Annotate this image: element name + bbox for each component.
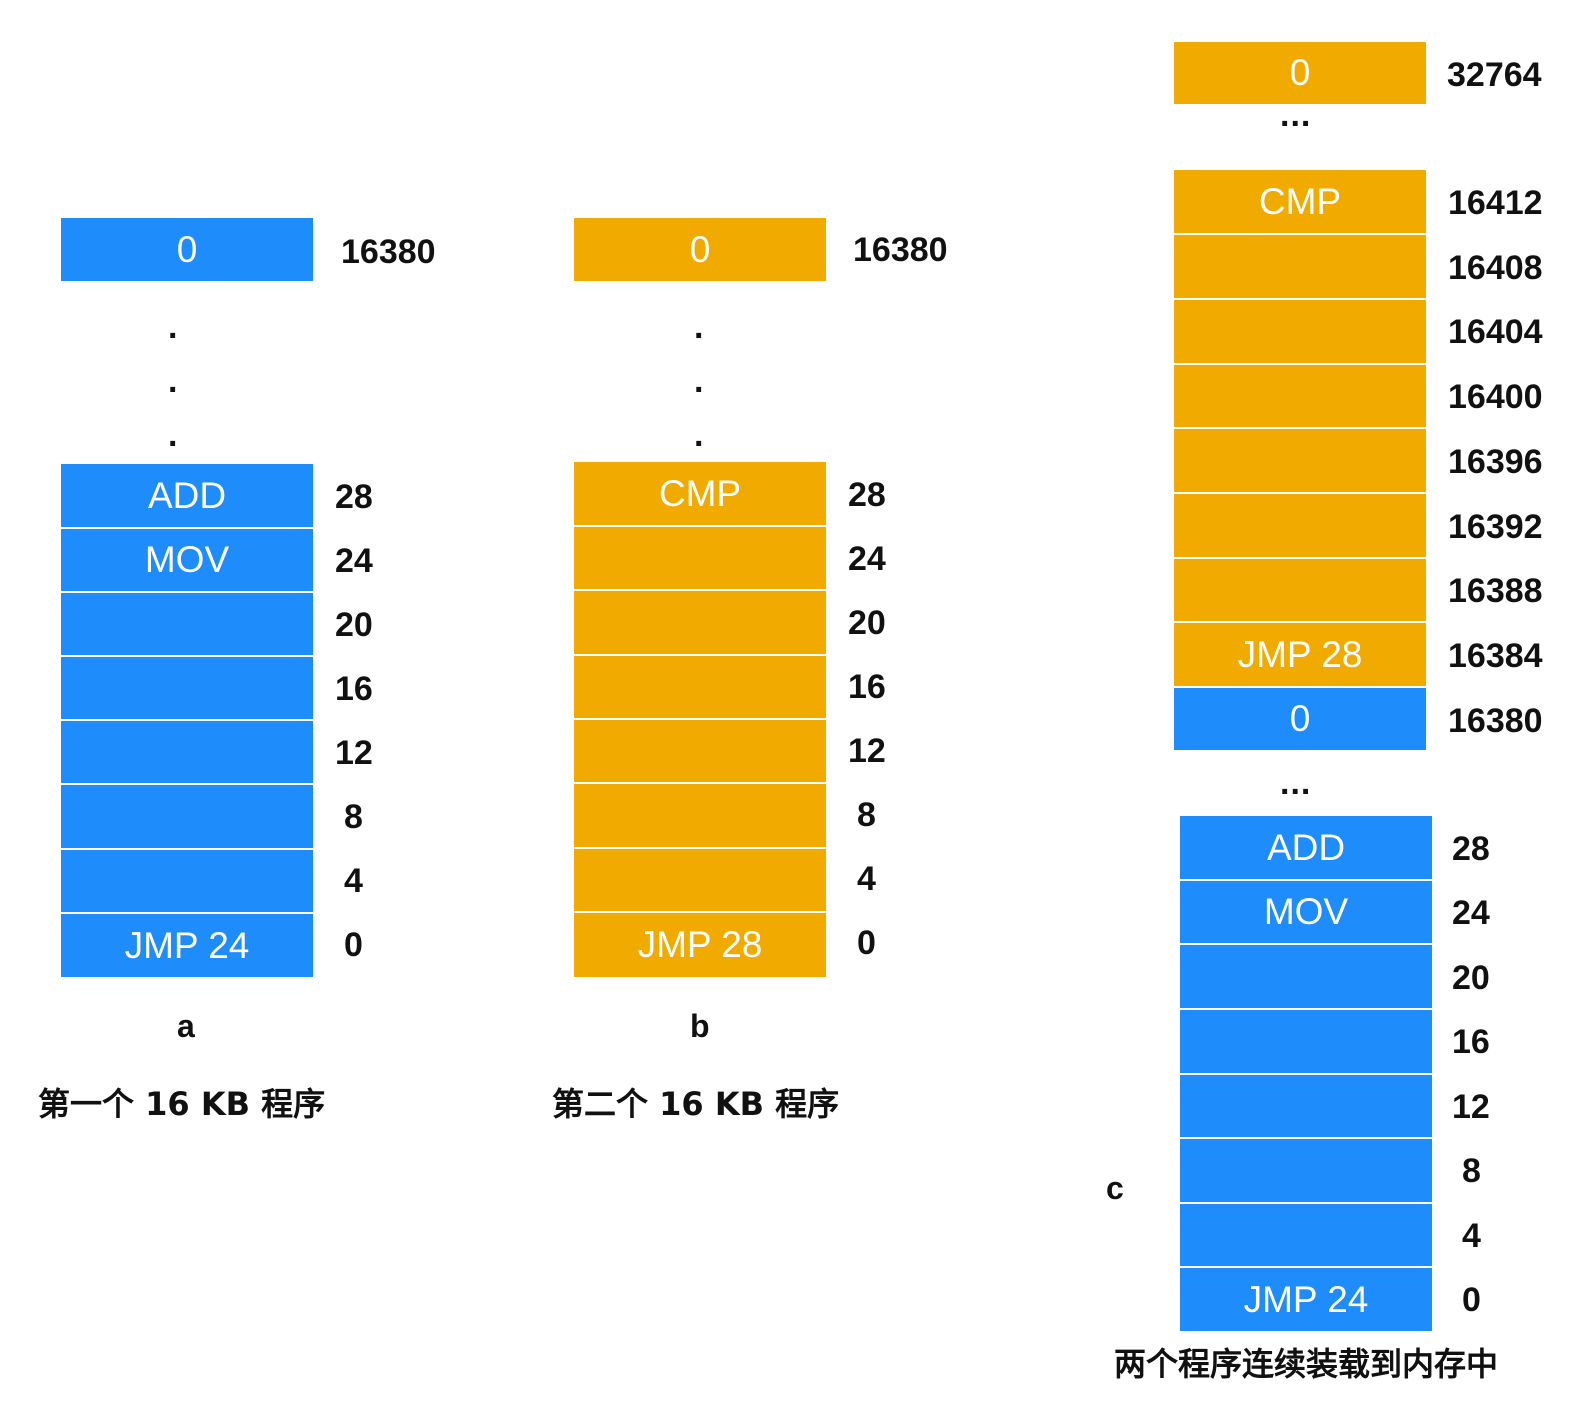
panel-b-address: 24: [848, 540, 886, 578]
panel-c-lower-address: 24: [1452, 894, 1490, 932]
panel-a-top-address: 16380: [341, 233, 436, 271]
panel-c-lower-cell: [1180, 1075, 1432, 1137]
panel-a-caption: 第一个 16 KB 程序: [38, 1085, 326, 1123]
panel-c-upper-address: 16396: [1448, 443, 1543, 481]
panel-b-address: 0: [857, 924, 876, 962]
panel-a-address: 12: [335, 734, 373, 772]
panel-c-upper-cell: [1174, 429, 1426, 492]
panel-a-address: 20: [335, 606, 373, 644]
panel-c-lower-cell: [1180, 945, 1432, 1008]
panel-b-address: 16: [848, 668, 886, 706]
panel-b-cell: [574, 591, 826, 654]
panel-b-address: 12: [848, 732, 886, 770]
panel-c-upper-cell: CMP: [1174, 170, 1426, 233]
panel-b-cell: [574, 849, 826, 911]
panel-c-lower-address: 4: [1462, 1217, 1481, 1255]
panel-b-address: 20: [848, 604, 886, 642]
panel-c-lower-cell: JMP 24: [1180, 1268, 1432, 1331]
panel-a-cell: MOV: [61, 529, 313, 591]
panel-a-address: 16: [335, 670, 373, 708]
panel-c-lower-cell: [1180, 1139, 1432, 1202]
panel-a-gap-dot: .: [168, 416, 178, 454]
panel-c-sublabel: c: [1106, 1170, 1124, 1206]
panel-c-lower-address: 8: [1462, 1152, 1481, 1190]
panel-b-sublabel: b: [690, 1008, 710, 1044]
panel-c-lower-cell: ADD: [1180, 816, 1432, 879]
panel-a-cell: [61, 721, 313, 783]
panel-c-top-ellipsis: ...: [1280, 96, 1312, 134]
panel-b-cell: [574, 784, 826, 847]
panel-c-mid-ellipsis: ...: [1280, 764, 1312, 802]
panel-c-upper-cell: [1174, 300, 1426, 363]
panel-a-address: 28: [335, 478, 373, 516]
panel-c-upper-cell: [1174, 559, 1426, 621]
panel-b-gap-dot: .: [694, 416, 704, 454]
panel-b-gap-dot: .: [694, 362, 704, 400]
panel-c-upper-address: 16404: [1448, 313, 1543, 351]
panel-c-upper-address: 16400: [1448, 378, 1543, 416]
panel-a-cell: [61, 785, 313, 848]
panel-a-address: 0: [344, 926, 363, 964]
panel-c-lower-cell: [1180, 1204, 1432, 1266]
panel-c-boundary-address: 16380: [1448, 702, 1543, 740]
panel-a-gap-dot: .: [168, 308, 178, 346]
panel-a-address: 8: [344, 798, 363, 836]
panel-b-address: 8: [857, 796, 876, 834]
panel-b-gap-dot: .: [694, 308, 704, 346]
panel-c-lower-address: 0: [1462, 1281, 1481, 1319]
panel-b-cell: [574, 656, 826, 718]
panel-c-upper-cell: [1174, 235, 1426, 298]
panel-a-top-cell: 0: [61, 218, 313, 281]
panel-c-upper-address: 16384: [1448, 637, 1543, 675]
panel-a-gap-dot: .: [168, 362, 178, 400]
panel-a-cell: [61, 850, 313, 912]
panel-c-lower-address: 20: [1452, 959, 1490, 997]
panel-b-address: 4: [857, 860, 876, 898]
panel-b-top-address: 16380: [853, 231, 948, 269]
panel-b-cell: JMP 28: [574, 913, 826, 977]
panel-c-upper-address: 16412: [1448, 184, 1543, 222]
panel-c-top-address: 32764: [1447, 56, 1542, 94]
panel-c-top-cell: 0: [1174, 42, 1426, 104]
panel-c-upper-cell: [1174, 494, 1426, 557]
panel-b-cell: [574, 527, 826, 589]
panel-a-cell: ADD: [61, 464, 313, 527]
panel-b-top-cell: 0: [574, 218, 826, 281]
panel-c-upper-address: 16388: [1448, 572, 1543, 610]
panel-b-cell: CMP: [574, 462, 826, 525]
panel-a-cell: [61, 657, 313, 719]
panel-a-address: 4: [344, 862, 363, 900]
panel-b-cell: [574, 720, 826, 782]
panel-a-cell: [61, 593, 313, 655]
panel-c-lower-address: 16: [1452, 1023, 1490, 1061]
panel-c-lower-address: 12: [1452, 1088, 1490, 1126]
panel-b-address: 28: [848, 476, 886, 514]
panel-c-upper-address: 16408: [1448, 249, 1543, 287]
panel-c-lower-address: 28: [1452, 830, 1490, 868]
panel-c-caption: 两个程序连续装载到内存中: [1114, 1345, 1499, 1383]
panel-c-upper-cell: JMP 28: [1174, 623, 1426, 686]
panel-c-upper-cell: [1174, 365, 1426, 427]
panel-b-caption: 第二个 16 KB 程序: [552, 1085, 840, 1123]
panel-a-cell: JMP 24: [61, 914, 313, 977]
panel-c-upper-address: 16392: [1448, 508, 1543, 546]
panel-a-sublabel: a: [177, 1008, 195, 1044]
panel-c-lower-cell: [1180, 1010, 1432, 1073]
panel-c-boundary-cell: 0: [1174, 688, 1426, 750]
panel-a-address: 24: [335, 542, 373, 580]
panel-c-lower-cell: MOV: [1180, 881, 1432, 943]
